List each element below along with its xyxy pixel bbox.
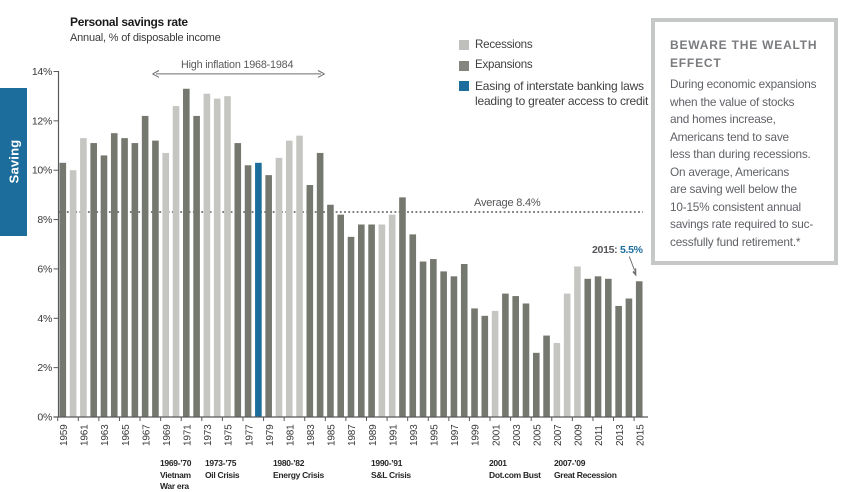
svg-text:1977: 1977 xyxy=(244,424,255,446)
svg-text:1959: 1959 xyxy=(59,424,70,446)
svg-text:1985: 1985 xyxy=(327,424,338,446)
svg-text:1975: 1975 xyxy=(224,424,235,446)
svg-text:1965: 1965 xyxy=(121,424,132,446)
svg-text:4%: 4% xyxy=(37,313,52,325)
svg-text:2013: 2013 xyxy=(615,424,626,446)
svg-text:14%: 14% xyxy=(32,66,52,78)
svg-text:1987: 1987 xyxy=(347,424,358,446)
svg-text:2001: 2001 xyxy=(491,424,502,446)
svg-text:2005: 2005 xyxy=(532,424,543,446)
svg-text:1971: 1971 xyxy=(183,424,194,446)
svg-text:1983: 1983 xyxy=(306,424,317,446)
svg-text:1997: 1997 xyxy=(450,424,461,446)
svg-text:1969: 1969 xyxy=(162,424,173,446)
svg-text:8%: 8% xyxy=(37,214,52,226)
svg-text:2009: 2009 xyxy=(574,424,585,446)
svg-text:2003: 2003 xyxy=(512,424,523,446)
svg-text:1991: 1991 xyxy=(388,424,399,446)
svg-text:1981: 1981 xyxy=(285,424,296,446)
svg-text:6%: 6% xyxy=(37,263,52,275)
svg-text:2011: 2011 xyxy=(594,425,605,446)
svg-text:0%: 0% xyxy=(37,412,52,424)
svg-text:2015: 2015 xyxy=(635,424,646,446)
svg-text:1967: 1967 xyxy=(141,424,152,446)
svg-text:1979: 1979 xyxy=(265,424,276,446)
svg-text:1989: 1989 xyxy=(368,424,379,446)
svg-text:1999: 1999 xyxy=(471,424,482,446)
svg-text:2%: 2% xyxy=(37,362,52,374)
svg-text:1963: 1963 xyxy=(100,424,111,446)
svg-text:1973: 1973 xyxy=(203,424,214,446)
svg-text:10%: 10% xyxy=(32,165,52,177)
svg-text:1993: 1993 xyxy=(409,424,420,446)
svg-text:2007: 2007 xyxy=(553,424,564,446)
svg-text:1995: 1995 xyxy=(430,424,441,446)
svg-text:1961: 1961 xyxy=(80,424,91,446)
svg-text:12%: 12% xyxy=(32,115,52,127)
